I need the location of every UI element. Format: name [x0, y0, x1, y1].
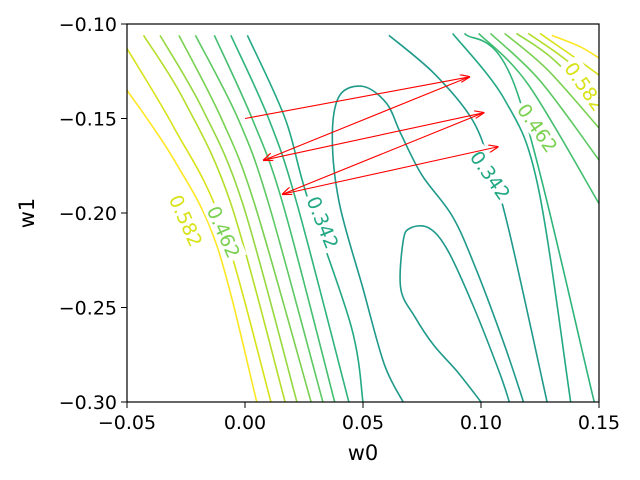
x-tick-label: 0.15 [578, 412, 620, 434]
contour-line [127, 48, 272, 402]
x-tick-label: 0.00 [224, 412, 266, 434]
path-arrow [264, 76, 470, 160]
path-arrow [244, 77, 469, 120]
y-tick-label: −0.15 [59, 109, 117, 131]
y-axis-title: w1 [15, 198, 39, 229]
contour-line [159, 34, 298, 402]
contour-line [213, 35, 336, 402]
plot-background [127, 24, 599, 402]
gradient-path [244, 76, 498, 195]
x-tick-label: 0.10 [460, 412, 502, 434]
contour-line [399, 225, 511, 402]
x-axis: −0.05 0.00 0.05 0.10 0.15 [98, 402, 620, 434]
y-axis: −0.30 −0.25 −0.20 −0.15 −0.10 [59, 14, 127, 414]
x-tick-label: −0.05 [98, 412, 156, 434]
contour-line [127, 89, 258, 402]
y-tick-label: −0.30 [59, 392, 117, 414]
contour-line [478, 32, 599, 204]
y-tick-label: −0.20 [59, 203, 117, 225]
contour-line [331, 85, 525, 402]
contour-line [142, 34, 286, 402]
contour-line [194, 34, 324, 402]
contour-line [178, 34, 312, 402]
x-axis-title: w0 [348, 441, 379, 465]
path-arrow [282, 147, 498, 195]
y-tick-label: −0.10 [59, 14, 117, 36]
contour-line [504, 32, 599, 129]
contour-line [551, 34, 599, 59]
path-arrow [283, 112, 484, 194]
contour-line [452, 32, 572, 402]
path-arrow [263, 113, 484, 161]
contour-lines [127, 32, 599, 402]
y-tick-label: −0.25 [59, 298, 117, 320]
contour-line [230, 35, 350, 402]
contour-line [246, 35, 364, 402]
contour-line [489, 32, 599, 161]
x-tick-label: 0.05 [342, 412, 384, 434]
